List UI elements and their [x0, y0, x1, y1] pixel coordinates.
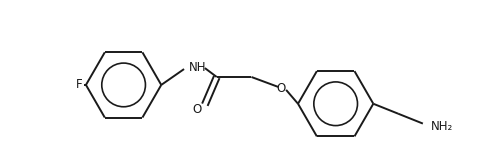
Text: NH: NH	[189, 61, 206, 74]
Text: O: O	[276, 82, 285, 95]
Text: NH₂: NH₂	[430, 120, 452, 133]
Text: O: O	[192, 103, 201, 116]
Text: F: F	[76, 78, 83, 91]
